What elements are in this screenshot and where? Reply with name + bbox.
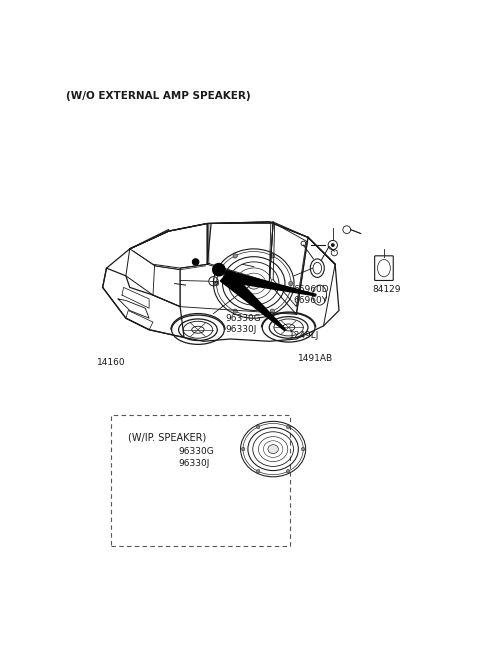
Text: (W/O EXTERNAL AMP SPEAKER): (W/O EXTERNAL AMP SPEAKER) [66,91,251,101]
Text: 84129: 84129 [372,285,401,294]
Circle shape [233,254,238,258]
Circle shape [286,470,290,473]
Circle shape [192,259,199,265]
Text: 1491AB: 1491AB [298,354,333,363]
Polygon shape [220,271,285,331]
Circle shape [256,425,260,429]
Circle shape [270,254,275,258]
Ellipse shape [247,278,260,289]
Text: 1249LJ: 1249LJ [289,331,319,340]
Circle shape [215,281,219,286]
Circle shape [286,425,290,429]
Circle shape [331,243,335,247]
Circle shape [241,447,245,451]
Text: 96330G
96330J: 96330G 96330J [178,447,214,468]
Circle shape [288,281,293,286]
Text: (W/IP. SPEAKER): (W/IP. SPEAKER) [128,432,206,442]
Circle shape [270,309,275,314]
Text: 96330G
96330J: 96330G 96330J [226,314,261,334]
Ellipse shape [268,445,278,453]
Text: 14160: 14160 [97,358,126,367]
Circle shape [301,447,305,451]
Circle shape [256,470,260,473]
Circle shape [233,309,238,314]
Text: 66960D
66960Y: 66960D 66960Y [294,285,329,305]
Polygon shape [224,270,316,296]
Circle shape [213,264,225,276]
